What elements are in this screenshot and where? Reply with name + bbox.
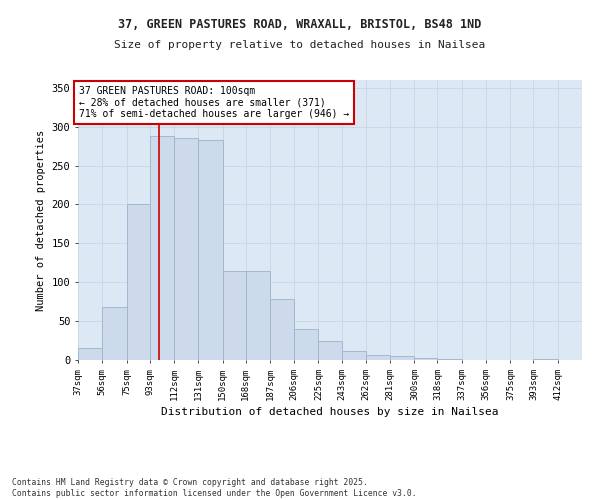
- Bar: [198, 140, 223, 360]
- Bar: [319, 340, 341, 360]
- Y-axis label: Number of detached properties: Number of detached properties: [36, 130, 46, 310]
- Bar: [533, 359, 557, 360]
- Bar: [149, 136, 174, 360]
- X-axis label: Distribution of detached houses by size in Nailsea: Distribution of detached houses by size …: [161, 407, 499, 417]
- Bar: [390, 356, 415, 360]
- Text: 37, GREEN PASTURES ROAD, WRAXALL, BRISTOL, BS48 1ND: 37, GREEN PASTURES ROAD, WRAXALL, BRISTO…: [118, 18, 482, 30]
- Text: Contains HM Land Registry data © Crown copyright and database right 2025.
Contai: Contains HM Land Registry data © Crown c…: [12, 478, 416, 498]
- Bar: [294, 329, 319, 360]
- Text: 37 GREEN PASTURES ROAD: 100sqm
← 28% of detached houses are smaller (371)
71% of: 37 GREEN PASTURES ROAD: 100sqm ← 28% of …: [79, 86, 350, 120]
- Bar: [78, 348, 103, 360]
- Text: Size of property relative to detached houses in Nailsea: Size of property relative to detached ho…: [115, 40, 485, 50]
- Bar: [103, 307, 127, 360]
- Bar: [270, 300, 294, 360]
- Bar: [127, 204, 149, 360]
- Bar: [437, 359, 462, 360]
- Bar: [415, 358, 437, 360]
- Bar: [174, 138, 198, 360]
- Bar: [223, 270, 245, 360]
- Bar: [341, 350, 366, 360]
- Bar: [245, 270, 270, 360]
- Bar: [366, 354, 390, 360]
